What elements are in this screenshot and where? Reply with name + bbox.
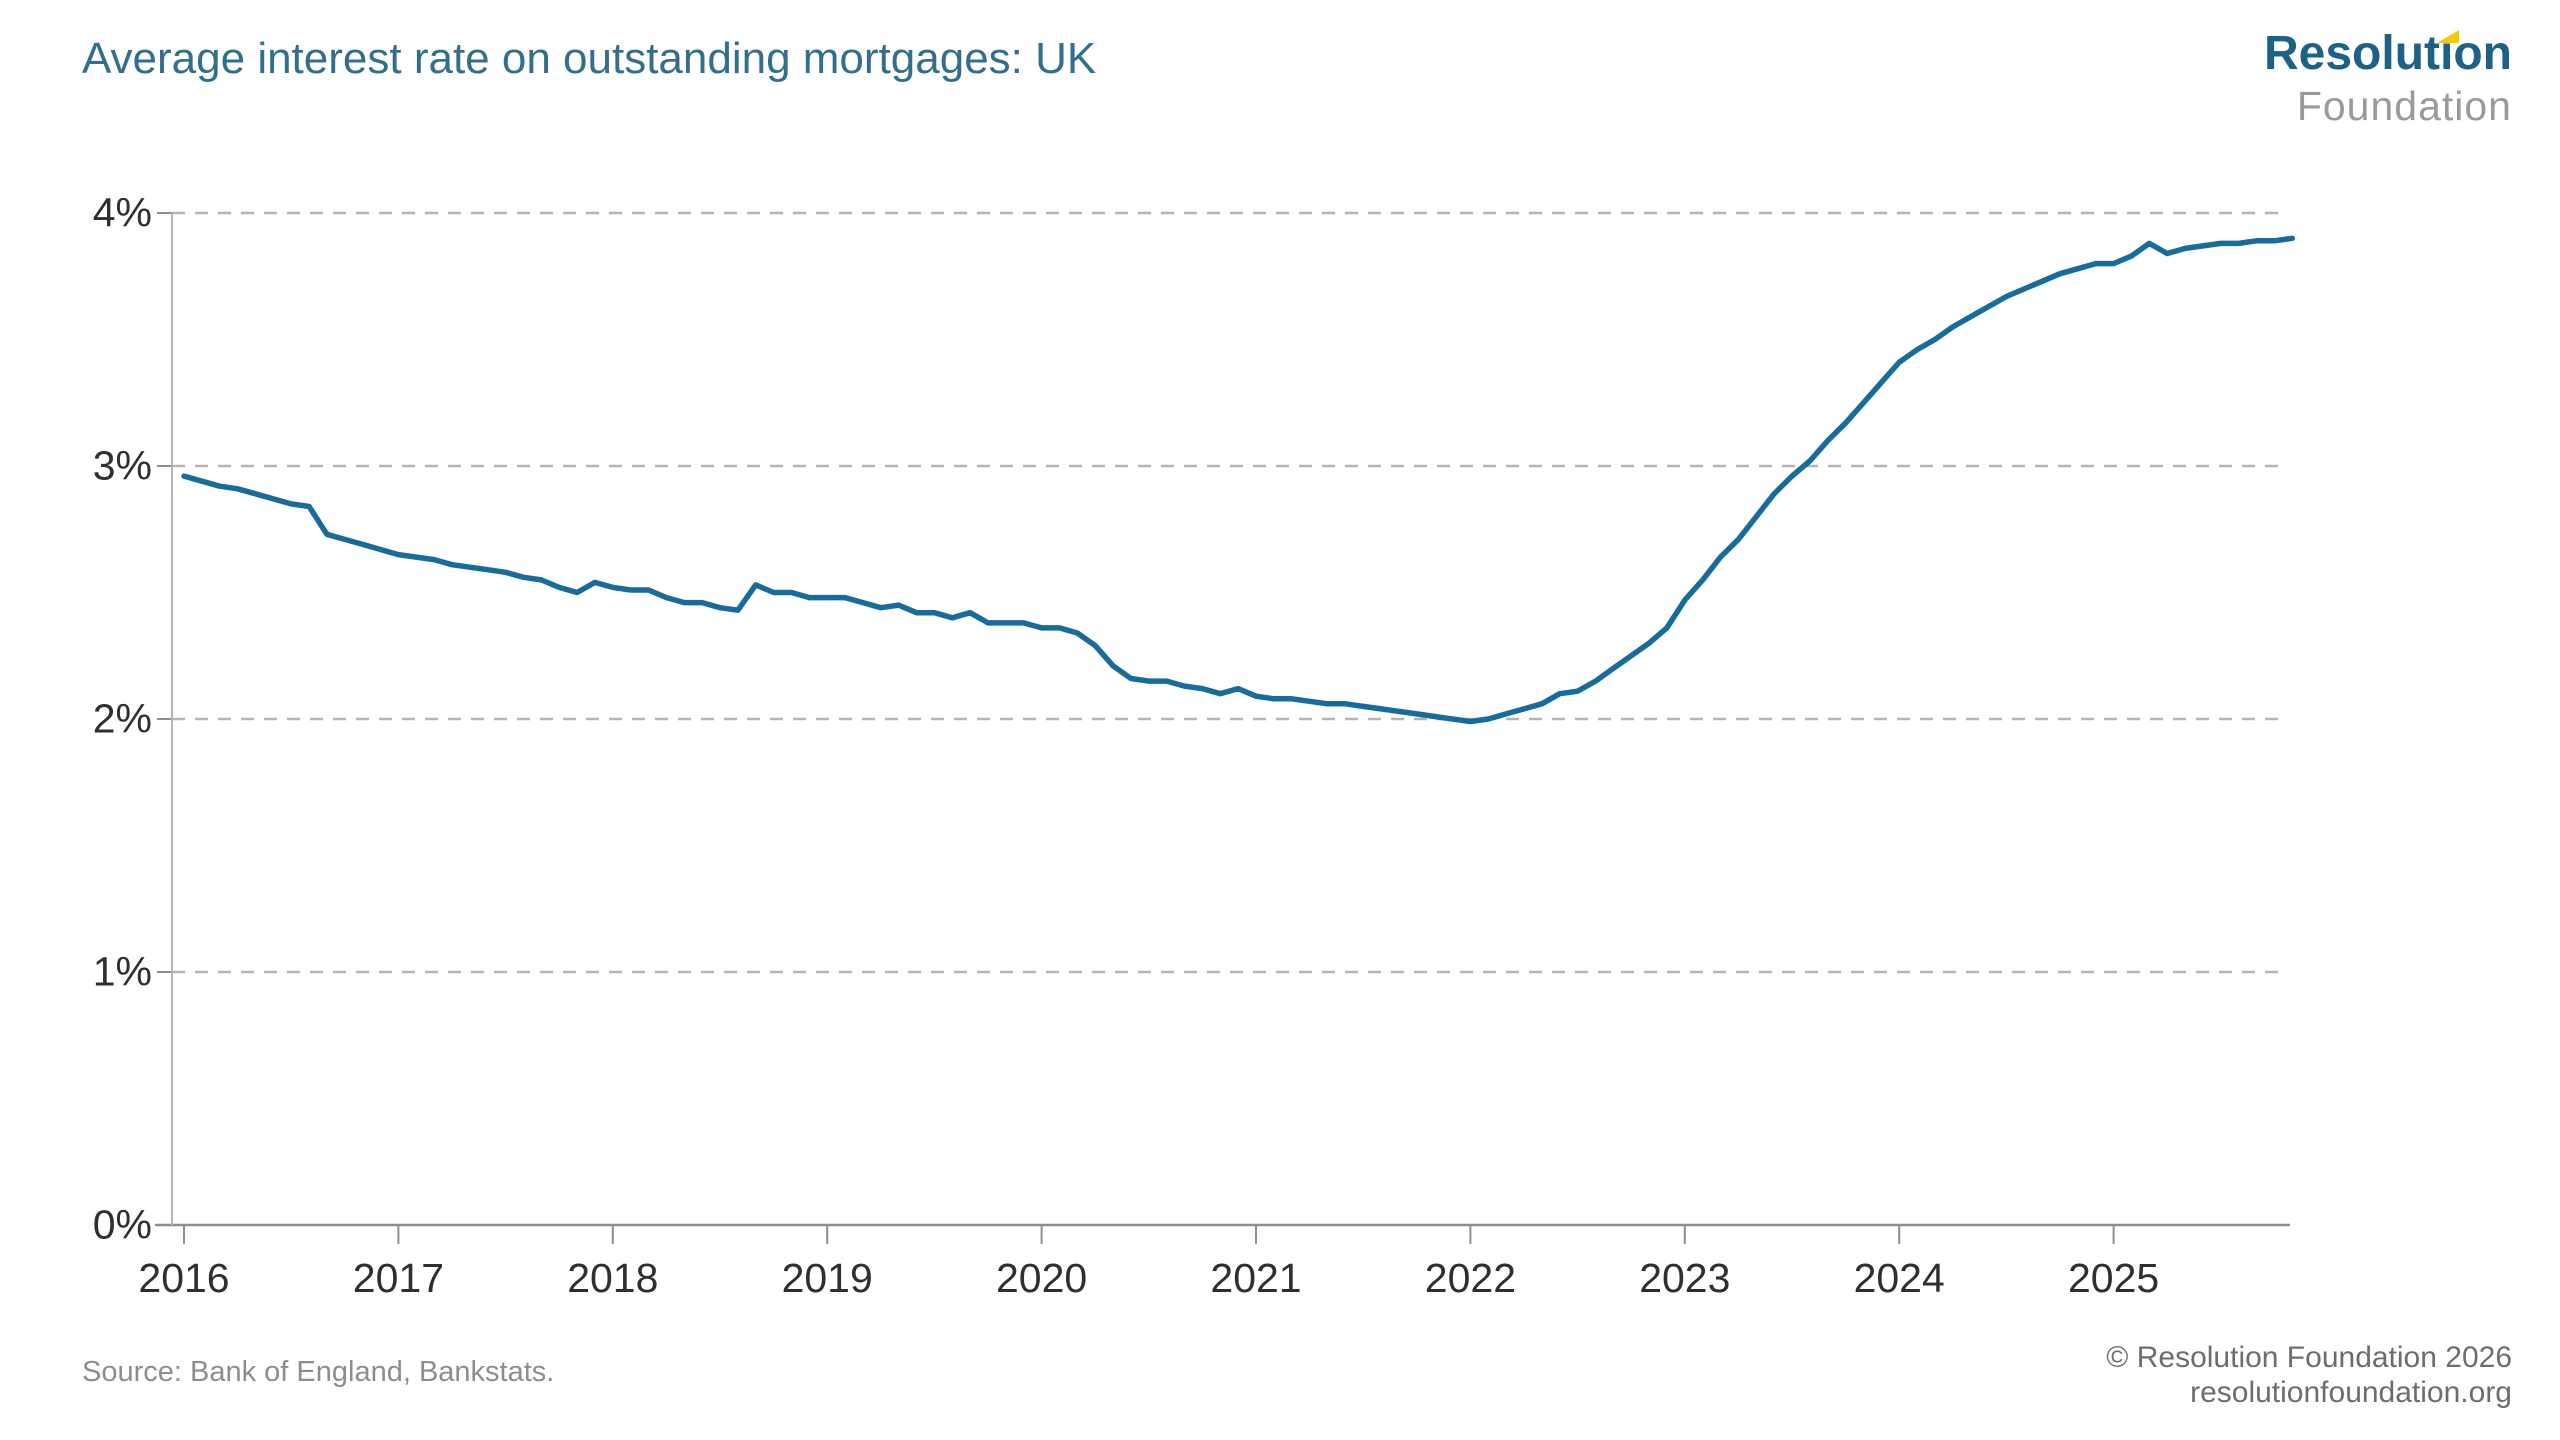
- logo-wordmark-foundation: Foundation: [2296, 83, 2512, 129]
- chart-title: Average interest rate on outstanding mor…: [82, 34, 1097, 83]
- logo-wordmark-resolution: Resolutı on: [2264, 28, 2512, 80]
- rate-line: [181, 235, 2296, 725]
- logo-text-pre: Resolut: [2264, 27, 2441, 80]
- x-label-2025: 2025: [2067, 1255, 2160, 1301]
- y-gridlines: [172, 211, 2284, 974]
- y-label-0pct: 0%: [92, 1201, 152, 1248]
- y-label-4pct: 4%: [92, 189, 152, 236]
- axes: [155, 212, 2290, 1244]
- x-label-2016: 2016: [138, 1255, 230, 1301]
- x-label-2024: 2024: [1853, 1255, 1945, 1301]
- y-label-2pct: 2%: [92, 695, 152, 742]
- x-label-2017: 2017: [352, 1255, 444, 1301]
- y-label-3pct: 3%: [92, 442, 152, 489]
- source-note: Source: Bank of England, Bankstats.: [82, 1356, 555, 1388]
- x-label-2022: 2022: [1424, 1255, 1516, 1301]
- website-url: resolutionfoundation.org: [2190, 1376, 2512, 1409]
- logo-letter-i: ı: [2437, 28, 2460, 80]
- x-label-2023: 2023: [1639, 1255, 1731, 1301]
- x-label-2019: 2019: [781, 1255, 873, 1301]
- copyright-line: © Resolution Foundation 2026: [2106, 1341, 2512, 1374]
- copyright-block: © Resolution Foundation 2026 resolutionf…: [2106, 1340, 2512, 1410]
- x-label-2021: 2021: [1210, 1255, 1302, 1301]
- x-label-2020: 2020: [995, 1255, 1088, 1301]
- resolution-foundation-logo: Resolutı on Foundation: [2264, 28, 2512, 127]
- y-label-1pct: 1%: [92, 948, 152, 995]
- x-label-2018: 2018: [567, 1255, 659, 1301]
- logo-text-post: on: [2453, 27, 2512, 80]
